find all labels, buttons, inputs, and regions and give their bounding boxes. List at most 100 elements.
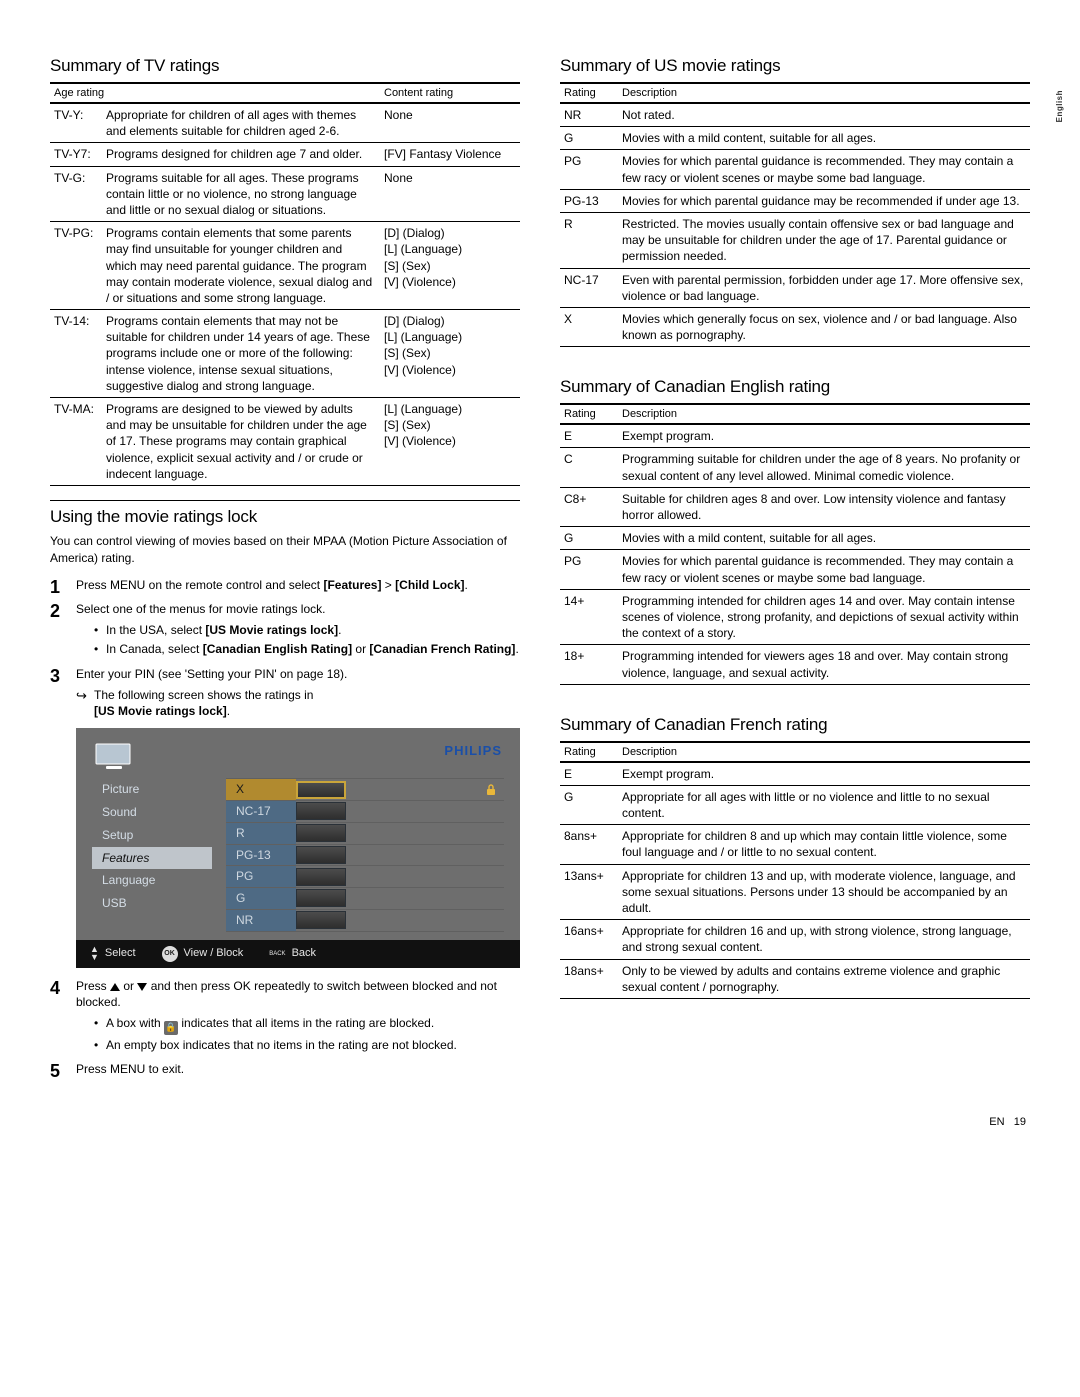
table-row-desc: Movies for which parental guidance may b… — [618, 189, 1030, 212]
table-row-desc: Appropriate for children 13 and up, with… — [618, 864, 1030, 920]
step4-bullet1: A box with 🔒 indicates that all items in… — [94, 1015, 520, 1034]
tv-row-desc: Programs contain elements that may not b… — [102, 310, 380, 398]
table-row-desc: Appropriate for children 8 and up which … — [618, 825, 1030, 864]
table-row-rating: 18ans+ — [560, 959, 618, 998]
osd-mid-row: NR — [226, 909, 504, 932]
step-3: Enter your PIN (see 'Setting your PIN' o… — [50, 666, 520, 968]
step2-bullet1: In the USA, select [US Movie ratings loc… — [94, 622, 520, 639]
table-row-rating: G — [560, 527, 618, 550]
osd-back: BACK Back — [269, 946, 316, 961]
table-row-rating: PG — [560, 150, 618, 189]
us-table: Rating Description NRNot rated.GMovies w… — [560, 82, 1030, 347]
tv-row-rating: TV-PG: — [50, 222, 102, 310]
tv-row-content: [L] (Language)[S] (Sex)[V] (Violence) — [380, 398, 520, 486]
osd-mid-row: R — [226, 822, 504, 844]
table-row-rating: NR — [560, 103, 618, 127]
left-column: Summary of TV ratings Age rating Content… — [50, 50, 520, 1086]
tv-row-rating: TV-14: — [50, 310, 102, 398]
canfr-head-rating: Rating — [560, 742, 618, 762]
side-tab: English — [1055, 90, 1064, 122]
tv-row-rating: TV-Y: — [50, 103, 102, 143]
osd-bottom-bar: ▲▼ Select OK View / Block BACK Back — [76, 940, 520, 968]
table-row-rating: E — [560, 424, 618, 448]
table-row-rating: 18+ — [560, 645, 618, 684]
table-row-desc: Exempt program. — [618, 762, 1030, 786]
table-row-rating: 14+ — [560, 589, 618, 645]
table-row-rating: X — [560, 307, 618, 346]
tv-head-age: Age rating — [50, 83, 380, 103]
table-row-rating: G — [560, 785, 618, 824]
step1-gt: > — [381, 578, 395, 592]
page-columns: Summary of TV ratings Age rating Content… — [50, 50, 1030, 1086]
osd-mid-row: NC-17 — [226, 800, 504, 822]
tv-ratings-table: Age rating Content rating TV-Y:Appropria… — [50, 82, 520, 486]
osd-screenshot: PHILIPS PictureSoundSetupFeaturesLanguag… — [76, 728, 520, 968]
tv-row-content: [D] (Dialog)[L] (Language)[S] (Sex)[V] (… — [380, 222, 520, 310]
table-row-desc: Suitable for children ages 8 and over. L… — [618, 487, 1030, 526]
tv-row-rating: TV-MA: — [50, 398, 102, 486]
table-row-desc: Appropriate for all ages with little or … — [618, 785, 1030, 824]
tv-row-desc: Programs suitable for all ages. These pr… — [102, 166, 380, 222]
movielock-intro: You can control viewing of movies based … — [50, 533, 520, 567]
table-row-desc: Movies with a mild content, suitable for… — [618, 127, 1030, 150]
step3-text: Enter your PIN (see 'Setting your PIN' o… — [76, 667, 347, 681]
right-column: Summary of US movie ratings Rating Descr… — [560, 50, 1030, 1086]
osd-mid-row: PG — [226, 865, 504, 887]
osd-left-menu: PictureSoundSetupFeaturesLanguageUSB — [92, 778, 212, 932]
table-row-desc: Restricted. The movies usually contain o… — [618, 212, 1030, 268]
tv-row-content: [D] (Dialog)[L] (Language)[S] (Sex)[V] (… — [380, 310, 520, 398]
osd-left-item: Sound — [92, 801, 212, 824]
table-row-desc: Programming intended for viewers ages 18… — [618, 645, 1030, 684]
movielock-title: Using the movie ratings lock — [50, 507, 520, 527]
canfr-head-desc: Description — [618, 742, 1030, 762]
osd-left-item: Setup — [92, 824, 212, 847]
table-row-rating: E — [560, 762, 618, 786]
tv-row-content: None — [380, 103, 520, 143]
table-row-rating: C8+ — [560, 487, 618, 526]
step1-feat: [Features] — [323, 578, 381, 592]
us-head-rating: Rating — [560, 83, 618, 103]
tv-row-desc: Programs designed for children age 7 and… — [102, 143, 380, 166]
step3-arrow: The following screen shows the ratings i… — [76, 687, 520, 721]
osd-left-item: Features — [92, 847, 212, 870]
tv-row-content: [FV] Fantasy Violence — [380, 143, 520, 166]
table-row-desc: Exempt program. — [618, 424, 1030, 448]
step2-text: Select one of the menus for movie rating… — [76, 602, 325, 616]
step2-bullet2: In Canada, select [Canadian English Rati… — [94, 641, 520, 658]
tv-head-content: Content rating — [380, 83, 520, 103]
tv-row-rating: TV-G: — [50, 166, 102, 222]
step-1: Press MENU on the remote control and sel… — [50, 577, 520, 594]
table-row-desc: Appropriate for children 16 and up, with… — [618, 920, 1030, 959]
osd-mid-row: G — [226, 887, 504, 909]
us-head-desc: Description — [618, 83, 1030, 103]
osd-left-item: Picture — [92, 778, 212, 801]
step1-child: [Child Lock] — [395, 578, 464, 592]
table-row-desc: Movies for which parental guidance is re… — [618, 550, 1030, 589]
page-footer: EN 19 — [50, 1116, 1030, 1128]
canen-head-desc: Description — [618, 404, 1030, 424]
osd-left-item: Language — [92, 869, 212, 892]
step-4: Press or and then press OK repeatedly to… — [50, 978, 520, 1054]
table-row-desc: Programming suitable for children under … — [618, 448, 1030, 487]
table-row-rating: 13ans+ — [560, 864, 618, 920]
canfr-title: Summary of Canadian French rating — [560, 715, 1030, 735]
osd-mid-menu: XNC-17RPG-13PGGNR — [226, 778, 504, 932]
canen-table: Rating Description EExempt program.CProg… — [560, 403, 1030, 684]
up-arrow-icon — [110, 983, 120, 991]
tv-row-desc: Programs are designed to be viewed by ad… — [102, 398, 380, 486]
footer-lang: EN — [989, 1116, 1004, 1128]
osd-mid-row: PG-13 — [226, 844, 504, 866]
us-title: Summary of US movie ratings — [560, 56, 1030, 76]
osd-view: OK View / Block — [162, 946, 244, 962]
table-row-rating: PG — [560, 550, 618, 589]
table-row-rating: NC-17 — [560, 268, 618, 307]
step4-bullet2: An empty box indicates that no items in … — [94, 1037, 520, 1054]
table-row-rating: PG-13 — [560, 189, 618, 212]
table-row-rating: 8ans+ — [560, 825, 618, 864]
table-row-rating: C — [560, 448, 618, 487]
step1-text: Press MENU on the remote control and sel… — [76, 578, 323, 592]
step1-dot: . — [464, 578, 467, 592]
brand-logo: PHILIPS — [444, 742, 502, 760]
table-row-rating: G — [560, 127, 618, 150]
table-row-desc: Not rated. — [618, 103, 1030, 127]
